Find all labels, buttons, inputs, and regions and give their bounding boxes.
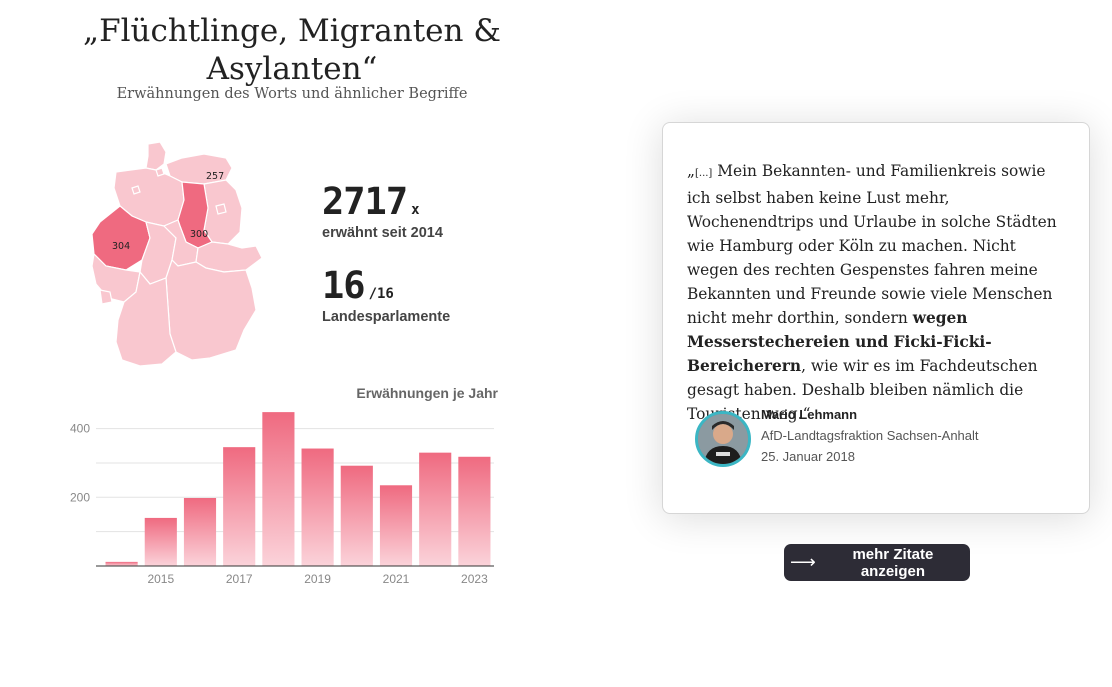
quote-open: „	[687, 162, 695, 180]
x-tick-label: 2023	[461, 572, 488, 586]
parliaments-value: 16	[322, 264, 366, 307]
total-unit: x	[411, 202, 420, 218]
quote-body: Mein Bekannten- und Familienkreis sowie …	[687, 162, 1057, 327]
bar-2018	[262, 412, 295, 566]
quote-card: „[...] Mein Bekannten- und Familienkreis…	[662, 122, 1090, 514]
bar-2020	[340, 465, 373, 566]
map-label-st: 300	[190, 229, 208, 240]
page-subtitle: Erwähnungen des Worts und ähnlicher Begr…	[116, 86, 468, 102]
bar-2016	[183, 497, 217, 566]
more-quotes-label: mehr Zitate anzeigen	[852, 545, 934, 580]
region-bayern	[165, 258, 257, 361]
bar-chart: Erwähnungen je Jahr 200 400 2015 2017 2019 20…	[70, 385, 499, 586]
bar-2015	[144, 517, 177, 566]
bar-2023	[458, 456, 491, 566]
parliaments-stat: 16/16 Landesparlamente	[322, 264, 450, 325]
bar-2014	[105, 561, 138, 566]
bar-2022	[419, 452, 452, 566]
bar-2021	[379, 485, 413, 566]
more-quotes-button[interactable]: ⟶ mehr Zitate anzeigen	[784, 544, 970, 581]
bar-2019	[301, 448, 334, 566]
quote-ellipsis: [...]	[694, 168, 713, 179]
quote-close: “	[802, 405, 811, 423]
parliaments-of: /16	[368, 286, 394, 302]
x-tick-label: 2015	[147, 572, 174, 586]
map-label-mv: 257	[206, 171, 224, 182]
x-tick-label: 2017	[226, 572, 253, 586]
quote-author: Mario Lehmann AfD-Landtagsfraktion Sachs…	[695, 407, 979, 467]
x-tick-label: 2021	[383, 572, 410, 586]
total-stat: 2717 x erwähnt seit 2014	[322, 180, 443, 241]
total-value: 2717	[322, 180, 408, 223]
region-baden-wuerttemberg	[115, 270, 177, 367]
region-berlin	[215, 203, 227, 215]
arrow-right-icon: ⟶	[790, 552, 816, 572]
bar-2017	[223, 447, 256, 566]
author-name: Mario Lehmann	[761, 406, 858, 422]
germany-map: 257 304 300	[91, 141, 263, 367]
y-tick-label: 400	[70, 422, 90, 436]
map-label-nrw: 304	[112, 241, 130, 252]
region-hamburg	[155, 167, 165, 177]
x-tick-label: 2019	[304, 572, 331, 586]
quote-date: 25. Januar 2018	[761, 448, 855, 464]
region-bremen	[131, 185, 141, 195]
region-saarland	[99, 289, 113, 305]
chart-title: Erwähnungen je Jahr	[356, 385, 498, 401]
quote-text: „[...] Mein Bekannten- und Familienkreis…	[687, 159, 1065, 426]
parliaments-label: Landesparlamente	[322, 309, 451, 325]
y-tick-label: 200	[70, 490, 90, 504]
total-label: erwähnt seit 2014	[322, 225, 443, 241]
author-party: AfD-Landtagsfraktion Sachsen-Anhalt	[761, 427, 979, 443]
region-schleswig-holstein	[145, 141, 167, 171]
page-title: „Flüchtlinge, Migranten & Asylanten“	[83, 13, 501, 87]
avatar	[695, 411, 751, 467]
quote-bold: wegen Messerstechereien und Ficki-Ficki-…	[687, 309, 992, 375]
